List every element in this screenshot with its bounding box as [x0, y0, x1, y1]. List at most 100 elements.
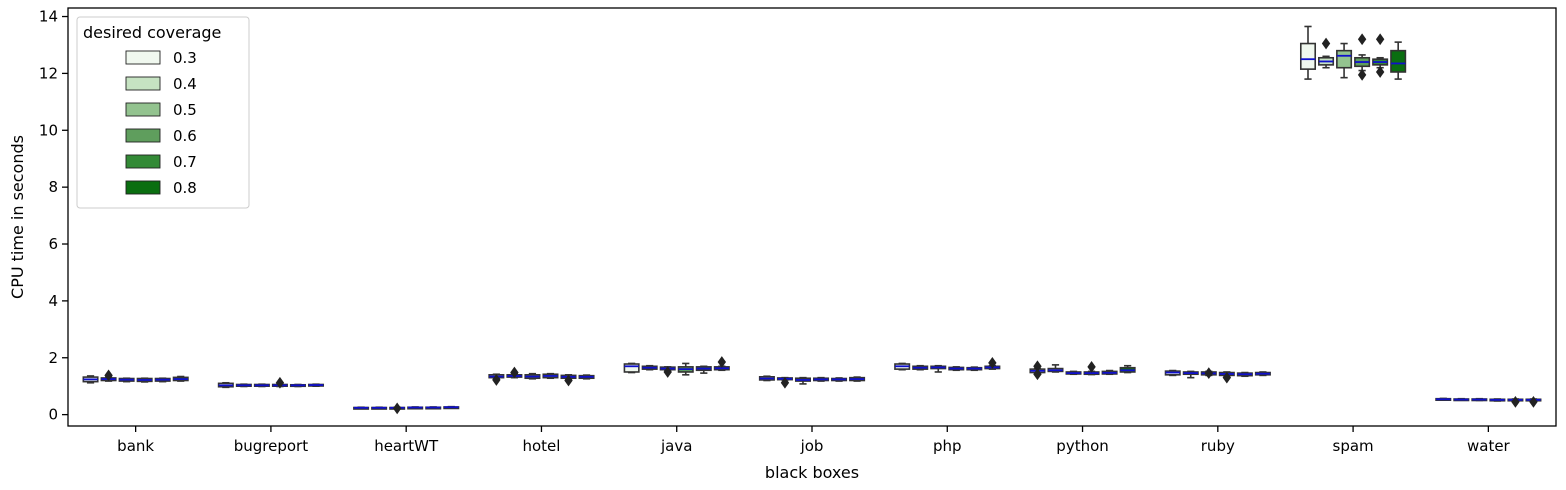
- outlier-point: [1222, 371, 1232, 384]
- box-java-0.8: [713, 356, 730, 372]
- box-ruby-0.8: [1254, 371, 1271, 377]
- outlier-point: [780, 376, 790, 389]
- outlier-point: [564, 374, 573, 387]
- legend-swatch: [125, 50, 161, 65]
- box-python-0.3: [1029, 360, 1046, 381]
- y-tick-label: 8: [48, 178, 58, 196]
- box-hotel-0.3: [488, 373, 505, 386]
- box-php-0.4: [912, 364, 929, 371]
- box-java-0.4: [641, 364, 658, 371]
- box-spam-0.8: [1390, 41, 1407, 80]
- box-heartWT-0.6: [407, 406, 424, 410]
- outlier-point: [1033, 360, 1042, 373]
- box-body: [1299, 42, 1317, 70]
- box-hotel-0.6: [542, 372, 559, 380]
- legend-item-0.7: 0.7: [125, 153, 197, 171]
- legend-label: 0.3: [173, 49, 197, 67]
- legend-swatch: [125, 76, 161, 91]
- box-bank-0.4: [100, 369, 117, 382]
- legend-label: 0.5: [173, 101, 197, 119]
- box-water-0.6: [1489, 398, 1506, 402]
- box-water-0.4: [1453, 397, 1470, 402]
- legend-swatch: [125, 128, 161, 143]
- box-bugreport-0.4: [235, 383, 252, 388]
- x-tick-label-hotel: hotel: [522, 437, 560, 455]
- box-hotel-0.5: [524, 372, 541, 380]
- y-axis: 0 2 4 6 8 10 12 14: [39, 8, 68, 424]
- box-java-0.7: [695, 365, 712, 374]
- box-bugreport-0.8: [307, 383, 325, 387]
- outlier-point: [1087, 360, 1096, 373]
- box-python-0.8: [1119, 364, 1136, 374]
- y-axis-label: CPU time in seconds: [8, 135, 27, 299]
- x-tick-label-php: php: [933, 437, 962, 455]
- box-java-0.3: [623, 362, 640, 374]
- outlier-point: [663, 366, 672, 378]
- y-tick-label: 4: [48, 292, 58, 310]
- legend-swatch: [125, 102, 161, 117]
- box-python-0.4: [1047, 364, 1064, 373]
- box-ruby-0.4: [1182, 370, 1199, 379]
- box-water-0.3: [1435, 397, 1452, 402]
- legend-item-0.3: 0.3: [125, 49, 197, 67]
- x-tick-label-bugreport: bugreport: [234, 437, 308, 455]
- box-hotel-0.8: [578, 374, 595, 380]
- outlier-point: [1529, 395, 1538, 408]
- box-bank-0.7: [154, 377, 171, 383]
- box-spam-0.3: [1299, 25, 1317, 80]
- box-heartWT-0.8: [443, 405, 460, 410]
- outlier-point: [717, 356, 727, 368]
- outlier-point: [392, 402, 402, 415]
- box-ruby-0.5: [1200, 367, 1217, 379]
- y-tick-label: 14: [39, 8, 58, 26]
- box-body: [1390, 49, 1407, 73]
- legend-item-0.4: 0.4: [125, 75, 197, 93]
- legend-swatch: [125, 180, 161, 195]
- box-bugreport-0.6: [271, 376, 288, 389]
- x-tick-label-bank: bank: [117, 437, 154, 455]
- x-axis-label: black boxes: [765, 463, 859, 482]
- box-heartWT-0.5: [389, 402, 406, 415]
- x-tick-label-heartWT: heartWT: [374, 437, 439, 455]
- box-hotel-0.4: [506, 366, 523, 379]
- outlier-point: [988, 356, 997, 369]
- y-tick-label: 10: [39, 121, 58, 139]
- outlier-point: [1357, 68, 1367, 81]
- box-ruby-0.6: [1218, 371, 1235, 384]
- outlier-point: [1204, 367, 1213, 379]
- plot-frame: [67, 7, 1557, 427]
- box-body: [1336, 49, 1353, 69]
- outlier-point: [1375, 33, 1385, 46]
- legend: desired coverage 0.3 0.4 0.5 0.6 0.7 0.8: [76, 16, 250, 209]
- box-body: [623, 363, 640, 373]
- box-job-0.8: [849, 376, 866, 382]
- outlier-point: [104, 369, 113, 382]
- x-tick-label-water: water: [1467, 437, 1511, 455]
- box-water-0.5: [1471, 397, 1488, 402]
- box-python-0.6: [1083, 360, 1100, 376]
- box-water-0.7: [1507, 395, 1524, 408]
- box-spam-0.6: [1354, 33, 1371, 81]
- box-heartWT-0.4: [371, 406, 388, 410]
- box-heartWT-0.3: [353, 406, 370, 410]
- box-bank-0.3: [82, 375, 99, 384]
- box-bank-0.8: [172, 375, 189, 382]
- legend-title: desired coverage: [83, 23, 221, 42]
- legend-label: 0.8: [173, 179, 197, 197]
- box-python-0.7: [1101, 369, 1118, 376]
- outlier-point: [1357, 33, 1367, 46]
- box-python-0.5: [1065, 370, 1082, 376]
- box-php-0.8: [984, 356, 1001, 370]
- box-job-0.4: [776, 376, 793, 389]
- legend-swatch: [125, 154, 161, 169]
- y-tick-label: 6: [48, 235, 58, 253]
- outlier-point: [492, 374, 501, 386]
- outlier-point: [510, 366, 519, 379]
- box-ruby-0.7: [1236, 371, 1253, 378]
- legend-label: 0.4: [173, 75, 197, 93]
- box-water-0.8: [1525, 395, 1542, 408]
- box-bugreport-0.5: [253, 383, 270, 388]
- box-job-0.7: [831, 377, 848, 382]
- box-bank-0.6: [136, 377, 153, 383]
